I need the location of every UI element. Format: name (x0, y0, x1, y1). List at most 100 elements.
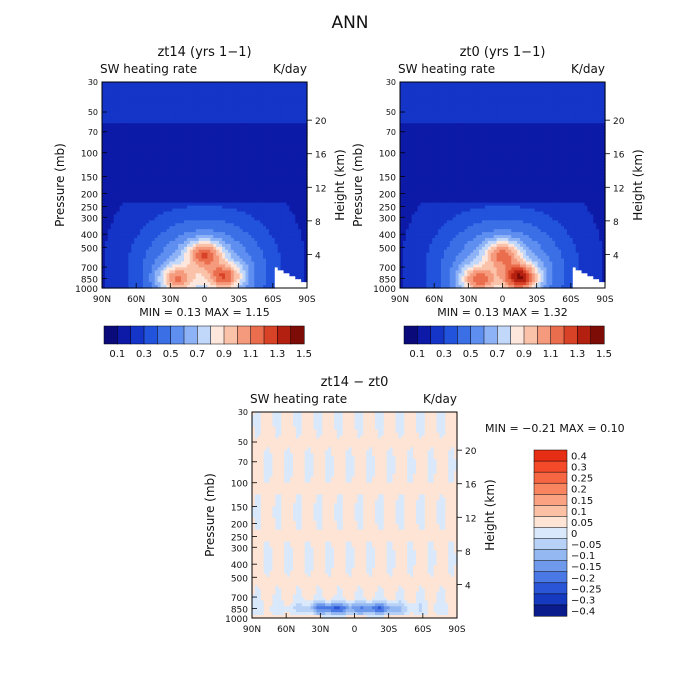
field-cell (104, 246, 109, 251)
field-cell (143, 235, 147, 239)
field-cell (157, 264, 162, 268)
field-cell (140, 223, 144, 227)
field-cell (110, 202, 115, 207)
field-cell (137, 143, 141, 148)
field-cell (119, 264, 124, 268)
field-cell (116, 146, 121, 151)
field-cell (128, 134, 132, 139)
field-cell (102, 93, 106, 98)
panel-units: K/day (571, 62, 605, 76)
field-cell (163, 196, 168, 201)
field-cell (163, 140, 168, 145)
field-cell (145, 134, 150, 139)
field-cell (151, 193, 156, 198)
field-cell (110, 229, 115, 233)
field-cell (148, 211, 153, 216)
field-cell (140, 155, 144, 160)
field-cell (154, 143, 159, 148)
field-cell (163, 261, 168, 266)
field-cell (125, 152, 129, 157)
field-cell (137, 134, 141, 139)
field-cell (102, 108, 106, 113)
field-cell (157, 108, 162, 113)
field-cell (134, 126, 138, 130)
y-tick-label: 500 (81, 244, 98, 254)
field-cell (154, 267, 159, 271)
field-cell (134, 211, 138, 216)
field-cell (134, 187, 138, 192)
field-cell (110, 261, 115, 266)
field-cell (157, 193, 162, 198)
field-cell (137, 270, 141, 274)
field-cell (137, 105, 141, 110)
field-cell (113, 99, 118, 104)
field-cell (131, 214, 135, 218)
field-cell (163, 114, 168, 118)
field-cell (145, 240, 150, 245)
field-cell (122, 214, 127, 218)
field-cell (107, 152, 112, 157)
field-cell (160, 226, 165, 230)
field-cell (157, 117, 162, 121)
field-cell (104, 111, 109, 115)
field-cell (131, 226, 135, 230)
field-cell (113, 279, 118, 283)
field-cell (154, 126, 159, 130)
field-cell (102, 87, 106, 92)
field-cell (116, 255, 121, 260)
field-cell (113, 120, 118, 124)
field-cell (122, 255, 127, 260)
field-cell (148, 134, 153, 139)
field-cell (163, 167, 168, 171)
field-cell (148, 173, 153, 177)
field-cell (104, 255, 109, 260)
field-cell (113, 134, 118, 139)
field-cell (151, 143, 156, 148)
field-cell (125, 134, 129, 139)
field-cell (137, 214, 141, 218)
field-cell (122, 182, 127, 186)
field-cell (102, 140, 106, 145)
field-cell (151, 285, 156, 289)
field-cell (148, 117, 153, 121)
field-cell (154, 211, 159, 216)
field-cell (134, 179, 138, 183)
field-cell (104, 149, 109, 154)
field-cell (140, 243, 144, 248)
field-cell (110, 102, 115, 107)
field-cell (143, 249, 147, 254)
field-cell (154, 226, 159, 230)
field-cell (102, 243, 106, 248)
colorbar-swatch (103, 325, 118, 345)
field-cell (122, 176, 127, 180)
field-cell (166, 84, 170, 89)
field-cell (107, 182, 112, 186)
field-cell (110, 143, 115, 148)
field-cell (148, 261, 153, 266)
field-cell (160, 143, 165, 148)
field-cell (143, 164, 147, 168)
field-cell (104, 108, 109, 113)
field-cell (163, 285, 168, 289)
field-cell (104, 190, 109, 195)
field-cell (148, 226, 153, 230)
field-cell (140, 90, 144, 95)
field-cell (148, 240, 153, 245)
field-cell (157, 240, 162, 245)
field-cell (148, 220, 153, 224)
field-cell (107, 193, 112, 198)
field-cell (163, 123, 168, 127)
field-cell (157, 143, 162, 148)
field-cell (116, 126, 121, 130)
field-cell (122, 140, 127, 145)
field-cell (122, 246, 127, 251)
field-cell (125, 170, 129, 174)
field-cell (102, 255, 106, 260)
field-cell (128, 132, 132, 136)
field-cell (157, 167, 162, 171)
field-cell (107, 226, 112, 230)
field-cell (131, 249, 135, 254)
field-cell (131, 196, 135, 201)
field-cell (143, 229, 147, 233)
field-cell (113, 117, 118, 121)
